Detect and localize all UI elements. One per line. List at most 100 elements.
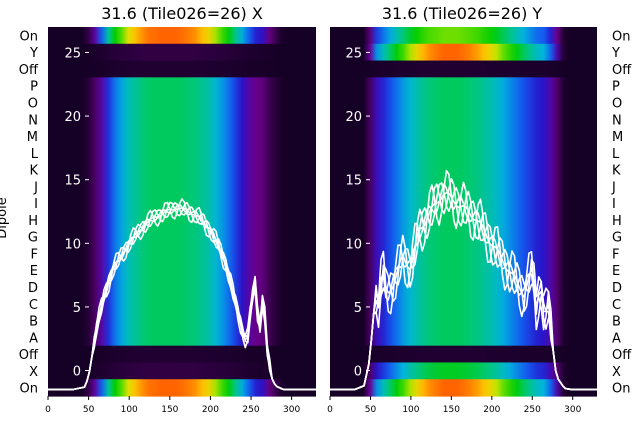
row-label: A — [612, 331, 621, 346]
x-tick-label: 100 — [402, 405, 419, 415]
heatmap-row — [48, 345, 316, 364]
row-label: P — [612, 80, 620, 95]
row-label: L — [31, 147, 39, 162]
row-label: C — [29, 298, 38, 313]
heatmap-panel-y: 31.6 (Tile026=26) Y 0 5 10 15 20 25 On Y Off PON… — [327, 4, 632, 415]
overlay-tick-label: 5 — [73, 301, 81, 316]
row-label: Off — [612, 63, 632, 78]
heatmap-row — [48, 161, 316, 179]
overlay-tick-label: 15 — [345, 174, 362, 189]
overlay-tick-label: 25 — [345, 46, 362, 61]
row-label: Y — [611, 46, 620, 61]
heatmap-row — [330, 278, 597, 296]
heatmap-row — [48, 211, 316, 229]
row-label: Off — [612, 348, 632, 363]
row-label: Off — [19, 63, 39, 78]
heatmap-row — [48, 60, 316, 78]
row-label: Y — [29, 46, 38, 61]
heatmap-row — [330, 127, 597, 146]
overlay-tick-label: 5 — [354, 301, 362, 316]
heatmap-row — [330, 228, 597, 246]
x-tick-label: 250 — [524, 405, 541, 415]
heatmap-row — [48, 77, 316, 95]
row-label: K — [29, 164, 38, 179]
row-label: H — [612, 214, 622, 229]
heatmap-panel-x: 31.6 (Tile026=26) X Dipole 0 5 10 15 20 25 On… — [0, 4, 316, 415]
overlay-tick-label: 25 — [64, 46, 81, 61]
x-tick-label: 50 — [365, 405, 377, 415]
heatmap-row — [48, 261, 316, 280]
row-label: B — [29, 315, 38, 330]
heatmap-row — [48, 27, 316, 45]
heatmap-row — [48, 328, 316, 347]
row-label: M — [612, 130, 623, 145]
row-label: H — [28, 214, 38, 229]
row-label: On — [612, 29, 630, 44]
heatmap-row — [330, 27, 597, 45]
row-label: P — [30, 80, 38, 95]
overlay-tick-label: 20 — [345, 110, 362, 125]
heatmap-row — [48, 127, 316, 146]
row-label: G — [612, 231, 622, 246]
row-label: X — [29, 365, 38, 380]
row-label: On — [20, 382, 38, 397]
heatmap-row — [330, 312, 597, 330]
row-label: N — [28, 113, 38, 128]
overlay-trace — [330, 169, 597, 391]
heatmap-row — [330, 362, 597, 380]
x-tick-label: 100 — [121, 405, 138, 415]
heatmap-row — [330, 245, 597, 263]
row-label: F — [31, 247, 38, 262]
heatmap-row — [330, 43, 597, 62]
heatmap-row — [48, 379, 316, 397]
heatmap-row — [48, 245, 316, 263]
heatmap-row — [330, 94, 597, 112]
heatmap-row — [330, 295, 597, 313]
heatmap-row — [330, 345, 597, 364]
overlay-tick-label: 10 — [345, 237, 362, 252]
x-tick-label: 50 — [83, 405, 95, 415]
row-label: K — [612, 164, 621, 179]
row-label: I — [34, 197, 38, 212]
heatmap-row — [48, 144, 316, 162]
row-label: On — [612, 382, 630, 397]
row-label: N — [612, 113, 622, 128]
heatmap-row — [48, 177, 316, 196]
x-tick-label: 150 — [443, 405, 460, 415]
row-label: E — [612, 264, 620, 279]
heatmap-row — [330, 261, 597, 280]
heatmap-row — [48, 110, 316, 129]
overlay-tick-label: 0 — [354, 365, 362, 380]
heatmap-row — [48, 295, 316, 313]
overlay-tick-label: 0 — [73, 365, 81, 380]
row-label: D — [28, 281, 38, 296]
chart-title: 31.6 (Tile026=26) Y — [382, 4, 543, 23]
row-label: On — [20, 29, 38, 44]
x-tick-label: 250 — [242, 405, 259, 415]
heatmap-row — [48, 228, 316, 246]
row-label: M — [27, 130, 38, 145]
row-label: J — [611, 180, 616, 195]
row-label: C — [612, 298, 621, 313]
row-label: F — [612, 247, 619, 262]
heatmap-row — [48, 94, 316, 112]
row-label: D — [612, 281, 622, 296]
overlay-trace — [48, 198, 316, 391]
heatmap-row — [330, 328, 597, 347]
row-label: I — [612, 197, 616, 212]
row-label: A — [29, 331, 38, 346]
x-tick-label: 200 — [483, 405, 500, 415]
row-label: B — [612, 315, 621, 330]
heatmap-row — [48, 362, 316, 380]
x-tick-label: 0 — [327, 405, 333, 415]
row-label: O — [28, 96, 38, 111]
row-label: G — [28, 231, 38, 246]
row-label: X — [612, 365, 621, 380]
chart-title: 31.6 (Tile026=26) X — [101, 4, 263, 23]
row-label: Off — [19, 348, 39, 363]
heatmap-row — [48, 194, 316, 213]
heatmap-row — [48, 312, 316, 330]
x-tick-label: 300 — [564, 405, 581, 415]
heatmap-row — [330, 177, 597, 196]
